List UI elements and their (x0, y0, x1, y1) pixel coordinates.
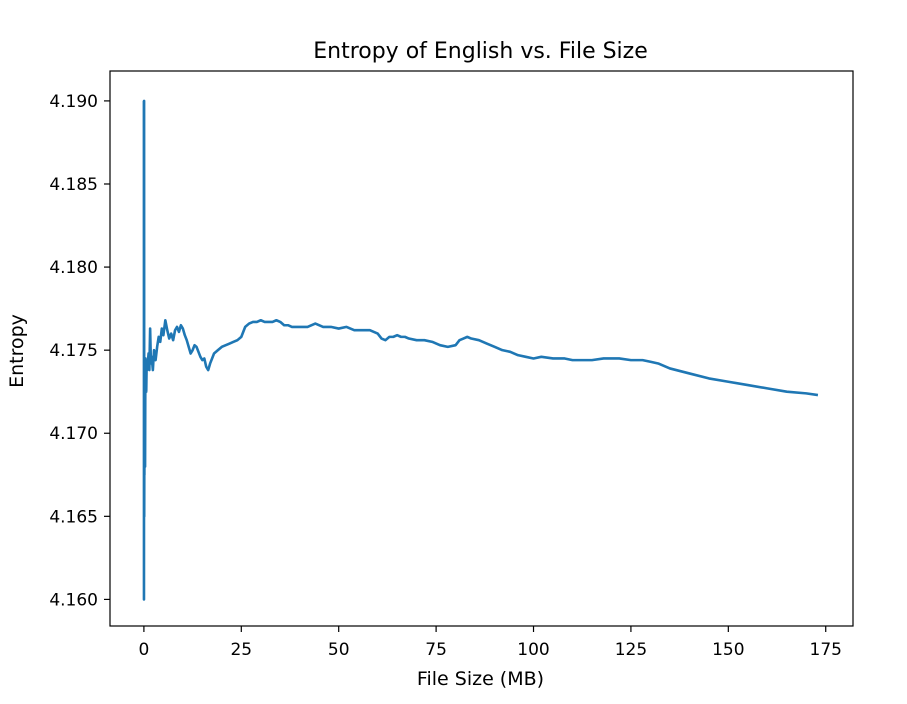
x-tick-label: 0 (138, 640, 149, 660)
axes-frame (109, 70, 854, 627)
series-line-0 (142, 99, 819, 601)
x-tick-label: 50 (328, 640, 350, 660)
x-tick-label: 25 (230, 640, 252, 660)
y-tick-label: 4.180 (49, 258, 98, 278)
y-tick-label: 4.170 (49, 424, 98, 444)
y-tick-label: 4.160 (49, 590, 98, 610)
x-tick-label: 175 (810, 640, 842, 660)
y-tick-label: 4.185 (49, 175, 98, 195)
x-tick-label: 150 (712, 640, 744, 660)
x-tick-label: 100 (517, 640, 549, 660)
y-axis-label: Entropy (6, 314, 28, 388)
x-axis-label: File Size (MB) (417, 668, 544, 690)
y-tick-label: 4.165 (49, 507, 98, 527)
x-tick-label: 75 (425, 640, 447, 660)
plot-area: 0 25 50 75 100 125 150 175 4.160 4.165 4.170 4.175 4… (49, 70, 854, 660)
chart-title: Entropy of English vs. File Size (313, 39, 648, 64)
y-tick-label: 4.175 (49, 341, 98, 361)
x-tick-label: 125 (615, 640, 647, 660)
y-tick-label: 4.190 (49, 92, 98, 112)
